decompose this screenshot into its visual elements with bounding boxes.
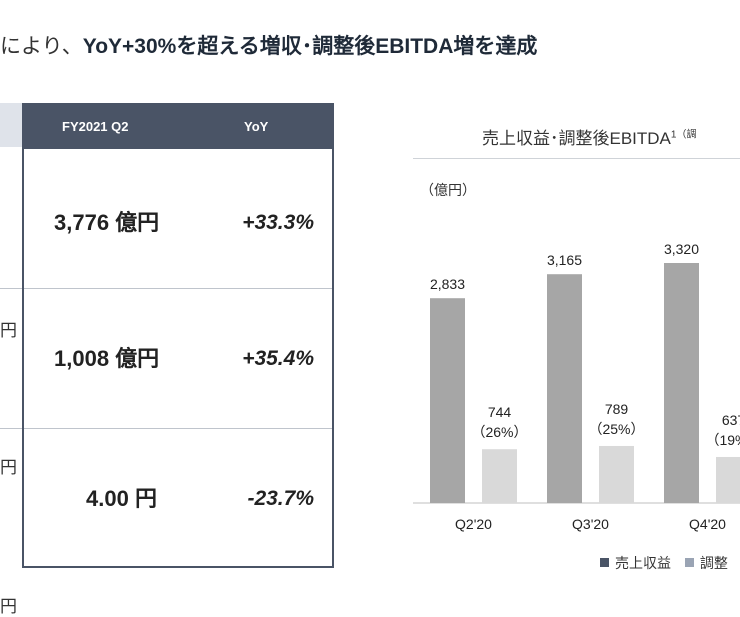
row-value: 3,776 億円 [54, 210, 160, 235]
data-label-revenue: 3,320 [664, 241, 699, 257]
unit-fragment-3: 円 [0, 597, 17, 616]
data-label-ebitda: 637 [722, 412, 740, 428]
data-label-margin: （25%） [588, 421, 644, 437]
x-tick-label: Q4'20 [689, 516, 726, 532]
data-label-margin: （19%） [705, 432, 740, 448]
data-label-revenue: 3,165 [547, 252, 582, 268]
chart-title: 売上収益･調整後EBITDA1（調 [482, 124, 696, 149]
table-left-column: 円 円 円 [0, 103, 22, 616]
bar-ebitda [599, 445, 634, 503]
row-value: 1,008 億円 [54, 346, 160, 371]
legend-item-ebitda: 調整 [684, 555, 728, 571]
kpi-table: FY2021 Q2 YoY 3,776 億円 +33.3% 1,008 億円 +… [22, 103, 334, 568]
headline: により、YoY+30%を超える増収･調整後EBITDA増を達成 [0, 30, 740, 66]
row-divider [24, 428, 332, 429]
unit-fragment-2: 円 [0, 458, 17, 477]
row-yoy: -23.7% [247, 487, 314, 510]
data-label-revenue: 2,833 [430, 276, 465, 292]
data-label-ebitda: 744 [488, 404, 512, 420]
bar-chart: 2,833 744 （26%） Q2'20 3,165 789 （25%） Q3'20 3,32… [413, 241, 740, 532]
header-yoy: YoY [244, 119, 269, 134]
legend-swatch-ebitda [684, 558, 694, 567]
x-tick-label: Q3'20 [572, 516, 609, 532]
header-period: FY2021 Q2 [62, 119, 129, 134]
legend-label-ebitda: 調整 [699, 555, 728, 571]
data-label-margin: （26%） [471, 424, 527, 440]
table-header: FY2021 Q2 YoY [24, 105, 332, 149]
chart-title-note: 1（調 [670, 129, 697, 141]
headline-strong: YoY+30%を超える増収･調整後EBITDA増を達成 [82, 35, 538, 58]
bar-revenue [430, 298, 465, 503]
unit-fragment-1: 円 [0, 321, 17, 340]
legend-swatch-revenue [600, 558, 609, 567]
bar-revenue [664, 263, 699, 503]
row-value: 4.00 円 [86, 486, 157, 511]
bar-revenue [547, 274, 582, 503]
row-divider [24, 288, 332, 289]
chart-title-text: 売上収益･調整後EBITDA [482, 129, 671, 148]
data-label-ebitda: 789 [605, 401, 629, 417]
headline-lead: により、 [0, 35, 83, 58]
table-left-header [0, 103, 22, 147]
table-row: 1,008 億円 +35.4% [24, 303, 332, 415]
chart-unit-label: （億円） [420, 182, 476, 198]
chart-legend: 売上収益 調整 [600, 553, 738, 573]
row-yoy: +35.4% [242, 347, 314, 370]
bar-ebitda [716, 456, 740, 503]
row-divider-left [0, 428, 22, 429]
table-row: 3,776 億円 +33.3% [24, 167, 332, 279]
x-tick-label: Q2'20 [455, 516, 492, 532]
table-row: 4.00 円 -23.7% [24, 443, 332, 555]
chart-title-rule [413, 158, 740, 159]
legend-label-revenue: 売上収益 [615, 555, 671, 571]
row-yoy: +33.3% [242, 211, 314, 234]
bar-ebitda [482, 449, 517, 503]
row-divider-left [0, 288, 22, 289]
legend-item-revenue: 売上収益 [600, 555, 671, 571]
